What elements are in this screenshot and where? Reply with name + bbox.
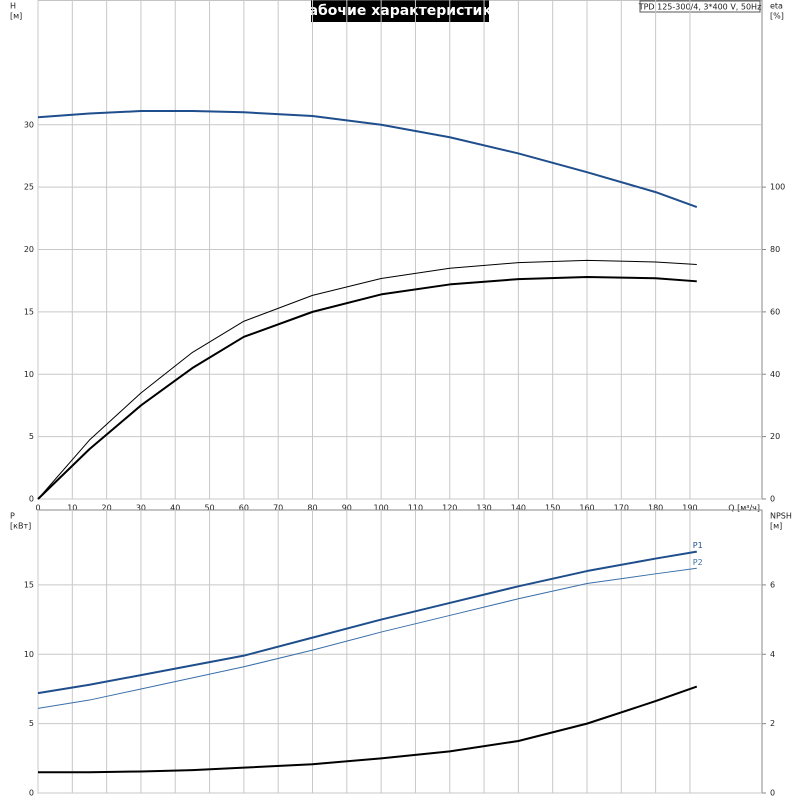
- y2-tick-label: 4: [770, 650, 775, 659]
- x-tick-label: 110: [408, 504, 423, 513]
- y-tick-label: 0: [29, 789, 34, 798]
- y-tick-label: 20: [24, 245, 34, 254]
- info: TPD 125-300/4, 3*400 V, 50Hz: [638, 3, 762, 12]
- curve: [37, 259, 697, 500]
- x-tick-label: 140: [511, 504, 526, 513]
- y2-tick-label: 0: [770, 789, 775, 798]
- x-tick-label: 70: [273, 504, 283, 513]
- y-tick-label: 5: [29, 719, 34, 728]
- y-axis-label: [м]: [10, 12, 22, 21]
- y2-tick-label: 40: [770, 370, 780, 379]
- x-tick-label: 80: [307, 504, 317, 513]
- x-tick-label: 170: [614, 504, 629, 513]
- y2-tick-label: 6: [770, 580, 775, 589]
- x-tick-label: 60: [239, 504, 249, 513]
- y2-tick-label: 60: [770, 307, 780, 316]
- y2-tick-label: 2: [770, 719, 775, 728]
- y-tick-label: 0: [29, 495, 34, 504]
- x-tick-label: 50: [204, 504, 214, 513]
- curve: [38, 685, 698, 774]
- curve: [37, 567, 697, 709]
- curve: [37, 275, 697, 500]
- title-box: [311, 0, 489, 22]
- x-tick-label: 40: [170, 504, 180, 513]
- x-tick-label: 130: [476, 504, 491, 513]
- y-tick-label: 10: [24, 650, 34, 659]
- x-tick-label: 100: [373, 504, 388, 513]
- y2-tick-label: 100: [770, 183, 785, 192]
- y2-axis-label: [%]: [770, 12, 784, 21]
- y-axis-label: P: [10, 512, 15, 521]
- x-axis-label: Q [м³/ч]: [728, 504, 760, 513]
- info-box: [639, 0, 761, 13]
- x-tick-label: 20: [102, 504, 112, 513]
- y-tick-label: 5: [29, 432, 34, 441]
- x-tick-label: 190: [682, 504, 697, 513]
- y-axis-label: [кВт]: [10, 522, 31, 531]
- series-label: P2: [693, 558, 703, 567]
- y-tick-label: 15: [24, 307, 34, 316]
- y-tick-label: 30: [24, 120, 34, 129]
- series-label: P1: [693, 541, 703, 550]
- y2-axis-label: eta: [770, 2, 783, 11]
- curve: [37, 550, 697, 695]
- x-tick-label: 0: [35, 504, 40, 513]
- x-tick-label: 160: [579, 504, 594, 513]
- x-tick-label: 150: [545, 504, 560, 513]
- x-tick-label: 10: [67, 504, 77, 513]
- x-tick-label: 30: [136, 504, 146, 513]
- curve: [37, 110, 698, 209]
- x-tick-label: 180: [648, 504, 663, 513]
- x-tick-label: 90: [342, 504, 352, 513]
- y2-tick-label: 20: [770, 432, 780, 441]
- y-tick-label: 10: [24, 370, 34, 379]
- y-tick-label: 25: [24, 183, 34, 192]
- title: Рабочие характеристики: [298, 3, 501, 19]
- x-tick-label: 120: [442, 504, 457, 513]
- y2-axis-label: [м]: [770, 522, 782, 531]
- y2-tick-label: 80: [770, 245, 780, 254]
- y2-tick-label: 0: [770, 495, 775, 504]
- y2-axis-label: NPSH: [770, 512, 792, 521]
- y-tick-label: 15: [24, 580, 34, 589]
- y-axis-label: H: [10, 2, 16, 11]
